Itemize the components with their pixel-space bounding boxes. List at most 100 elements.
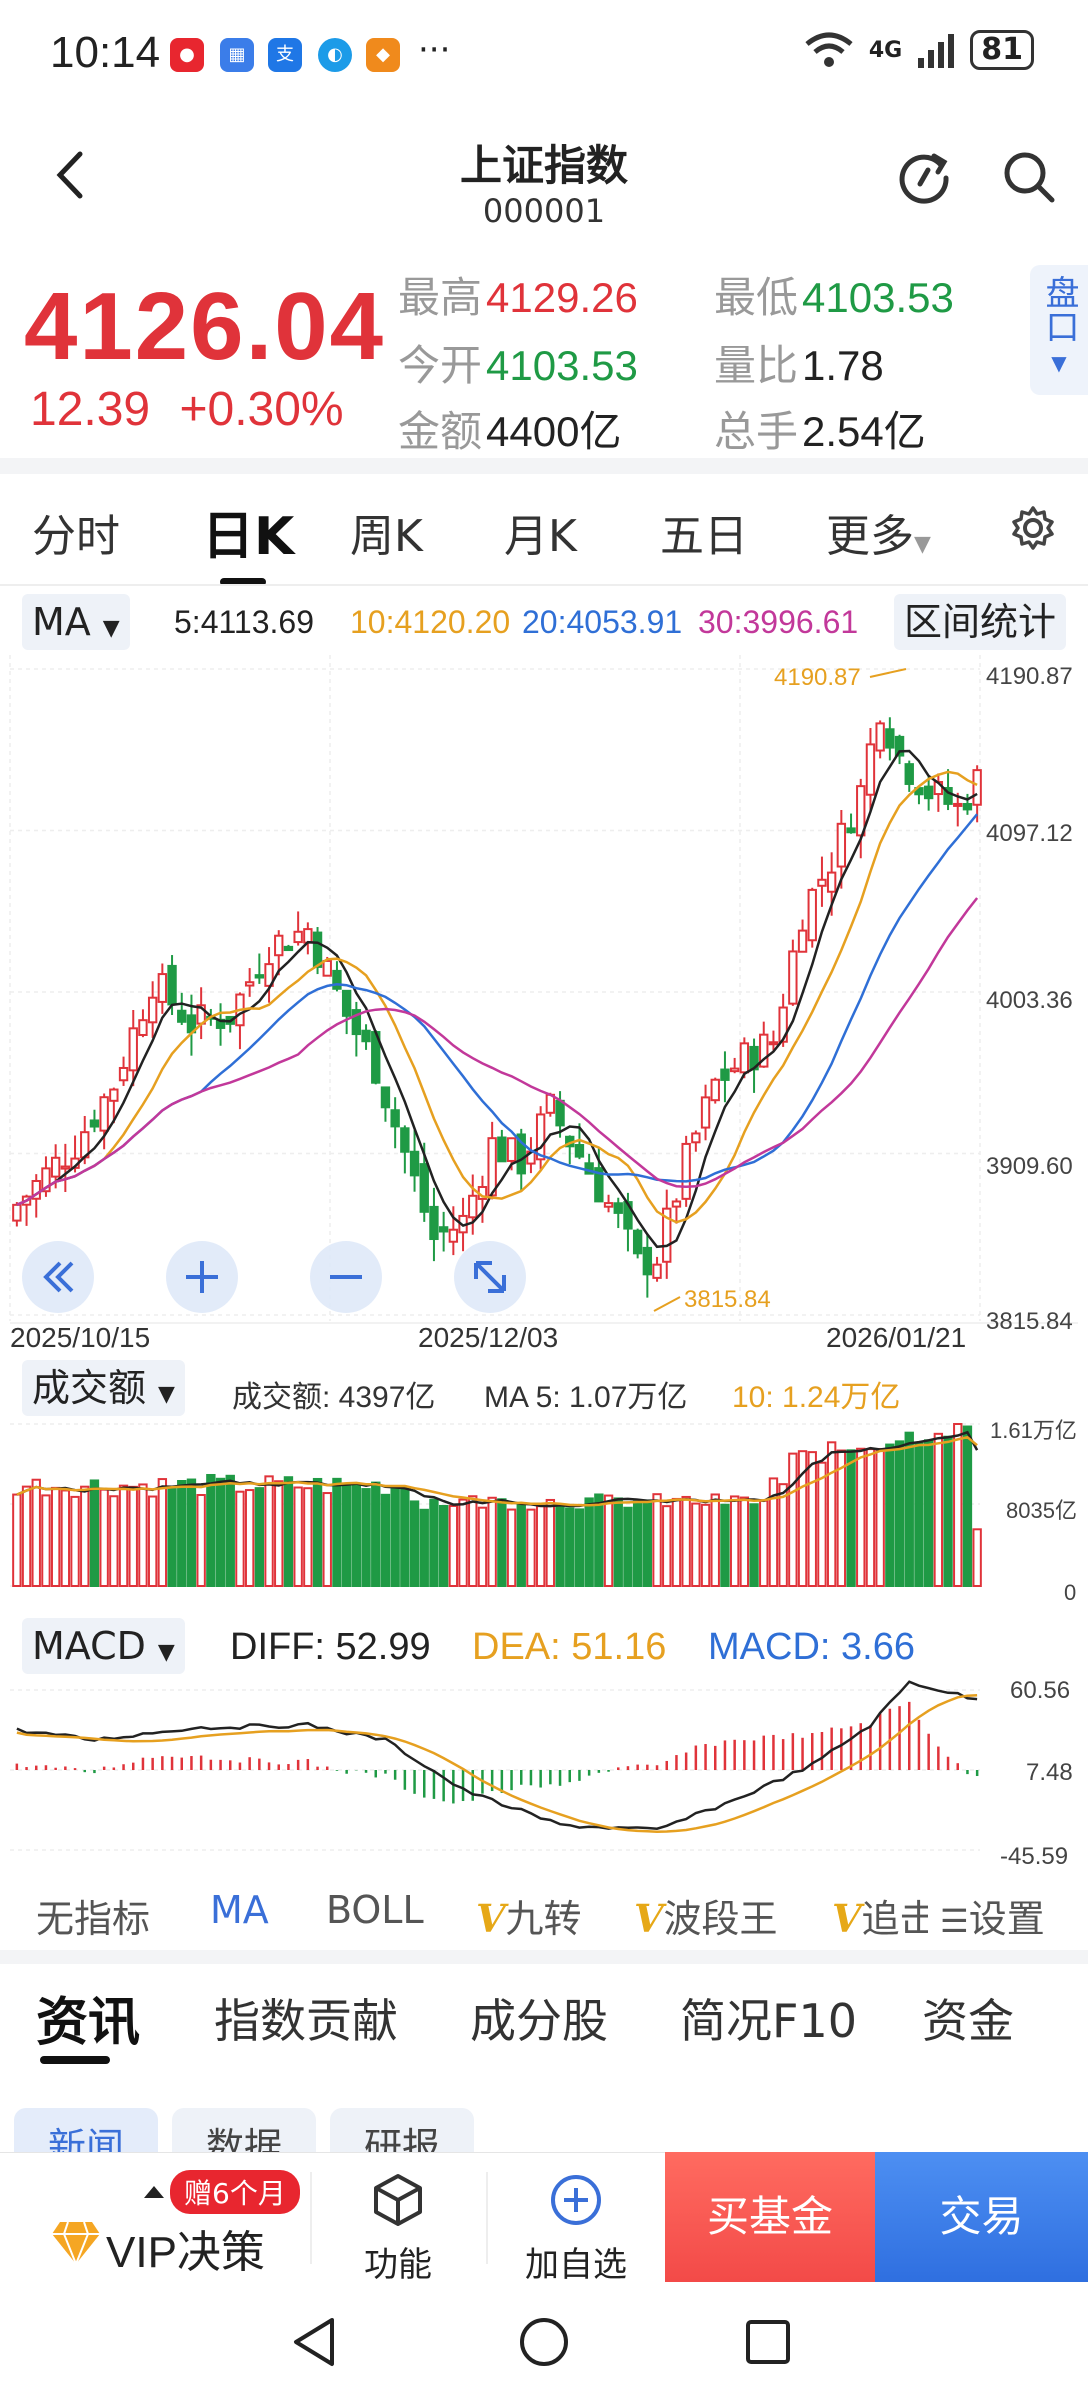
macd-diff: DIFF: 52.99 bbox=[230, 1626, 431, 1668]
volume-bar bbox=[759, 1499, 769, 1587]
indicator-jiuzhuan[interactable]: V九转 bbox=[476, 1888, 582, 1943]
zoom-out-button[interactable] bbox=[310, 1241, 382, 1313]
stat-value: 4129.26 bbox=[486, 274, 638, 321]
macd-chart[interactable]: 60.56 7.48 -45.59 bbox=[0, 1670, 1088, 1870]
indicator-boduanwang[interactable]: V波段王 bbox=[634, 1888, 778, 1943]
volume-bar bbox=[739, 1496, 750, 1587]
refresh-button[interactable] bbox=[896, 148, 954, 206]
stat-value: 4103.53 bbox=[486, 342, 638, 389]
app-notification-icon-2: ◆ bbox=[366, 38, 400, 72]
subtab-news[interactable]: 新闻 bbox=[14, 2108, 158, 2158]
trade-button[interactable]: 交易 bbox=[875, 2152, 1088, 2282]
nav-recents-icon[interactable] bbox=[744, 2318, 792, 2366]
fullscreen-button[interactable] bbox=[454, 1241, 526, 1313]
candle-body bbox=[778, 1006, 788, 1043]
candle-body bbox=[788, 950, 798, 1005]
tab-daily-k[interactable]: 日K bbox=[202, 507, 295, 567]
candle-body bbox=[264, 963, 274, 987]
candle-body bbox=[303, 928, 313, 944]
volume-bar bbox=[351, 1482, 362, 1587]
indicator-label: 九转 bbox=[505, 1897, 582, 1941]
candle-body bbox=[361, 1029, 371, 1043]
candle-body bbox=[128, 1027, 138, 1072]
order-book-toggle[interactable]: 盘口 ▼ bbox=[1030, 265, 1088, 395]
volume-bar bbox=[972, 1528, 982, 1588]
tab-five-day[interactable]: 五日 bbox=[660, 511, 748, 562]
candle-body bbox=[826, 871, 837, 893]
tab-weekly-k[interactable]: 周K bbox=[350, 511, 423, 562]
candle-body bbox=[856, 785, 866, 837]
add-watchlist-button[interactable]: 加自选 bbox=[518, 2172, 634, 2286]
macd-selector[interactable]: MACD ▼ bbox=[22, 1618, 185, 1674]
tab-intraday[interactable]: 分时 bbox=[32, 511, 120, 562]
tab-capital[interactable]: 资金 bbox=[922, 1994, 1014, 2048]
indicator-ma[interactable]: MA bbox=[210, 1888, 269, 1932]
price-tick: 4003.36 bbox=[986, 987, 1073, 1014]
ma-selector[interactable]: MA ▼ bbox=[22, 594, 130, 650]
volume-bar bbox=[429, 1498, 439, 1587]
candlestick-chart[interactable]: 4190.87 3815.84 4190.87 4097.12 4003.36 … bbox=[0, 655, 1088, 1355]
indicator-settings[interactable]: ☰设置 bbox=[936, 1888, 1045, 1943]
back-button[interactable] bbox=[50, 150, 90, 200]
volume-bar bbox=[50, 1486, 61, 1587]
stat-label: 今开 bbox=[398, 342, 483, 389]
ma30-value: 30:3996.61 bbox=[698, 604, 859, 640]
volume-bar bbox=[836, 1449, 847, 1588]
volume-ma-lines bbox=[16, 1430, 979, 1508]
candle-body bbox=[312, 931, 323, 968]
candle-body bbox=[89, 1119, 100, 1128]
buy-fund-button[interactable]: 买基金 bbox=[665, 2152, 875, 2282]
indicator-none[interactable]: 无指标 bbox=[36, 1897, 151, 1941]
expand-icon bbox=[474, 1261, 506, 1293]
indicator-boll[interactable]: BOLL bbox=[326, 1888, 424, 1932]
function-button[interactable]: 功能 bbox=[346, 2172, 450, 2286]
range-stats-button[interactable]: 区间统计 bbox=[894, 594, 1067, 650]
volume-tick: 8035亿 bbox=[1006, 1498, 1077, 1523]
volume-bar bbox=[691, 1502, 701, 1587]
candle-body bbox=[904, 763, 914, 785]
tab-more[interactable]: 更多▼ bbox=[826, 500, 931, 564]
volume-bar bbox=[380, 1493, 391, 1587]
volume-bar bbox=[244, 1489, 255, 1587]
search-button[interactable] bbox=[1000, 148, 1058, 206]
ma10-line bbox=[16, 770, 978, 1224]
volume-bar bbox=[555, 1504, 565, 1587]
scroll-left-button[interactable] bbox=[22, 1241, 94, 1313]
tab-news-info[interactable]: 资讯 bbox=[36, 1993, 141, 2053]
volume-selector[interactable]: 成交额 ▼ bbox=[22, 1360, 185, 1416]
nav-home-icon[interactable] bbox=[518, 2316, 570, 2368]
candle-body bbox=[332, 969, 342, 990]
tab-constituents[interactable]: 成分股 bbox=[470, 1994, 608, 2048]
zoom-in-button[interactable] bbox=[166, 1241, 238, 1313]
candle-body bbox=[351, 1009, 362, 1036]
macd-selector-label: MACD bbox=[32, 1624, 146, 1668]
candle-body bbox=[177, 1009, 187, 1023]
ma5-line bbox=[16, 749, 978, 1249]
date-tick: 2025/10/15 bbox=[10, 1322, 150, 1353]
stat-label: 最高 bbox=[398, 274, 483, 321]
candle-body bbox=[429, 1205, 439, 1241]
tab-monthly-k[interactable]: 月K bbox=[504, 511, 577, 562]
caret-down-icon: ▼ bbox=[157, 1640, 175, 1665]
v-mark: V bbox=[476, 1896, 506, 1941]
volume-bar bbox=[797, 1450, 808, 1587]
more-notifications-icon: ··· bbox=[418, 30, 451, 70]
ma5-value: 5:4113.69 bbox=[174, 604, 314, 640]
indicator-zhuiji[interactable]: V追击 bbox=[832, 1888, 928, 1943]
subtab-research[interactable]: 研报 bbox=[330, 2108, 474, 2158]
subtab-data[interactable]: 数据 bbox=[172, 2108, 316, 2158]
gear-icon[interactable] bbox=[1010, 505, 1056, 551]
ma10-value: 10:4120.20 bbox=[350, 604, 511, 640]
candle-body bbox=[729, 1067, 740, 1073]
volume-bar bbox=[235, 1490, 245, 1587]
tab-f10[interactable]: 简况F10 bbox=[680, 1994, 857, 2048]
volume-bar bbox=[128, 1485, 138, 1587]
tab-index-contribution[interactable]: 指数贡献 bbox=[214, 1994, 398, 2048]
candle-body bbox=[632, 1229, 643, 1255]
volume-bar bbox=[419, 1508, 429, 1587]
stat-open: 今开4103.53 bbox=[398, 332, 638, 393]
vip-decision-button[interactable]: 赠6个月 VIP决策 bbox=[20, 2170, 310, 2280]
candle-body bbox=[50, 1156, 61, 1178]
volume-chart[interactable]: 1.61万亿 8035亿 0 bbox=[0, 1410, 1088, 1620]
nav-back-icon[interactable] bbox=[290, 2316, 340, 2368]
